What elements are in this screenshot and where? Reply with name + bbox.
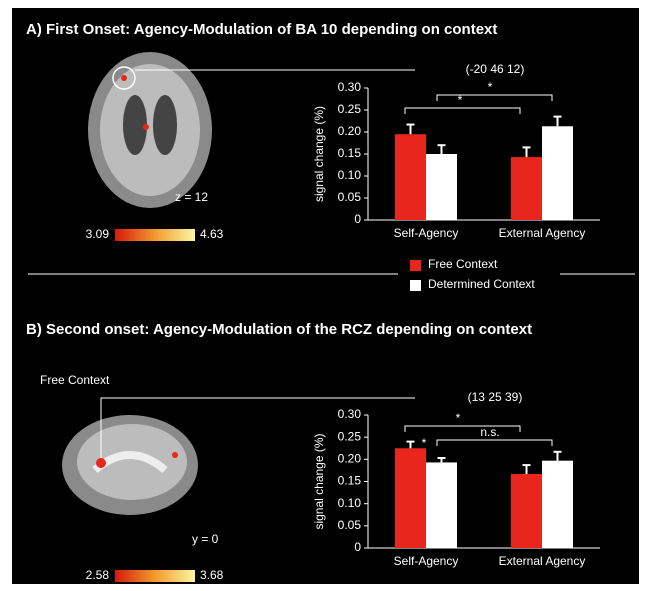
- bar: [426, 154, 457, 220]
- bar: [395, 134, 426, 220]
- y-tick-label: 0.25: [338, 102, 362, 116]
- x-tick-label: External Agency: [499, 554, 586, 568]
- colorbar-max: 3.68: [200, 568, 224, 582]
- bar: [542, 461, 573, 548]
- bar: [426, 462, 457, 548]
- colorbar-min: 2.58: [86, 568, 110, 582]
- x-tick-label: Self-Agency: [394, 226, 459, 240]
- panel-title: A) First Onset: Agency-Modulation of BA …: [26, 21, 497, 38]
- colorbar: [115, 570, 195, 582]
- y-tick-label: 0.05: [338, 190, 362, 204]
- legend-label: Free Context: [428, 257, 498, 271]
- bar: [511, 474, 542, 548]
- y-tick-label: 0.15: [338, 474, 362, 488]
- y-tick-label: 0.15: [338, 146, 362, 160]
- panel-title: B) Second onset: Agency-Modulation of th…: [26, 321, 532, 338]
- y-tick-label: 0.20: [338, 452, 362, 466]
- bar: [511, 157, 542, 220]
- legend-swatch: [410, 260, 421, 271]
- coordinates: (13 25 39): [468, 390, 523, 404]
- colorbar-min: 3.09: [86, 227, 110, 241]
- bar: [395, 448, 426, 548]
- significance-label: n.s.: [480, 425, 499, 439]
- colorbar: [115, 229, 195, 241]
- y-axis-label: signal change (%): [312, 433, 326, 529]
- bar: [542, 126, 573, 220]
- image-caption: Free Context: [40, 373, 110, 387]
- image-label: z = 12: [175, 190, 208, 204]
- coordinates: (-20 46 12): [466, 62, 525, 76]
- y-tick-label: 0.10: [338, 496, 362, 510]
- y-tick-label: 0.20: [338, 124, 362, 138]
- y-tick-label: 0: [354, 540, 361, 554]
- y-tick-label: 0.25: [338, 429, 362, 443]
- y-tick-label: 0.10: [338, 168, 362, 182]
- y-tick-label: 0.05: [338, 518, 362, 532]
- x-tick-label: External Agency: [499, 226, 586, 240]
- x-tick-label: Self-Agency: [394, 554, 459, 568]
- y-axis-label: signal change (%): [312, 106, 326, 202]
- significance-label: *: [456, 411, 461, 425]
- y-tick-label: 0.30: [338, 407, 362, 421]
- significance-label: *: [422, 436, 427, 450]
- y-tick-label: 0: [354, 212, 361, 226]
- significance-label: *: [488, 80, 493, 94]
- y-tick-label: 0.30: [338, 80, 362, 94]
- legend-label: Determined Context: [428, 277, 535, 291]
- image-label: y = 0: [192, 532, 219, 546]
- colorbar-max: 4.63: [200, 227, 224, 241]
- figure: A) First Onset: Agency-Modulation of BA …: [0, 0, 651, 591]
- legend-swatch: [410, 280, 421, 291]
